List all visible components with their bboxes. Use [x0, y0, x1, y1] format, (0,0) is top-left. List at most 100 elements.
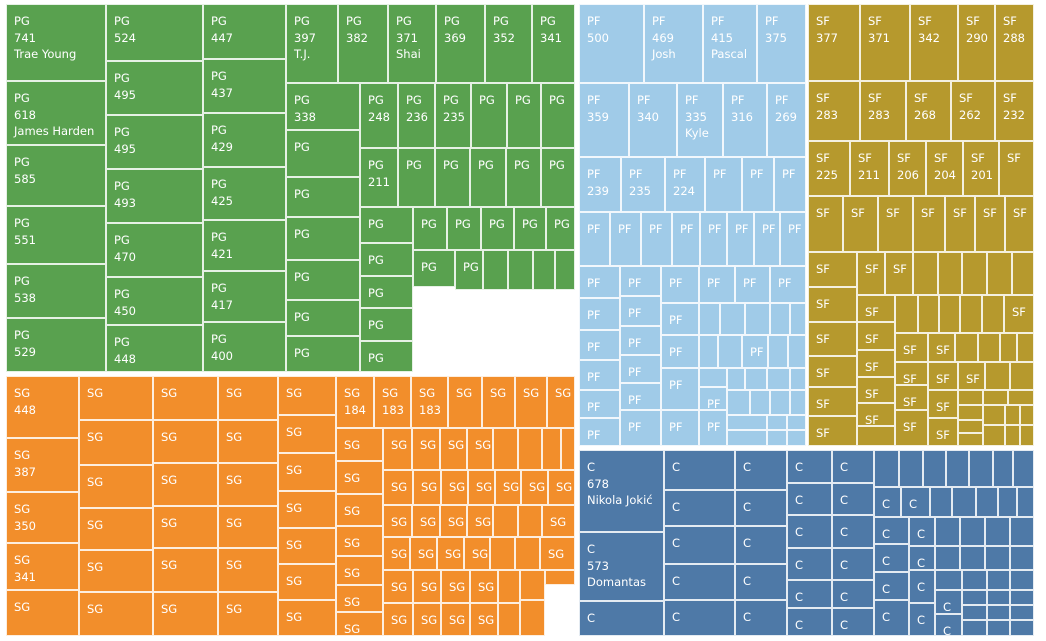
treemap-cell-pg[interactable] [483, 250, 508, 290]
treemap-cell-sf[interactable]: SF [913, 196, 945, 252]
treemap-cell-pf[interactable]: PF 415 Pascal [703, 4, 757, 83]
treemap-cell-sg[interactable]: SG [412, 505, 440, 537]
treemap-cell-sg[interactable]: SG [468, 470, 495, 505]
treemap-cell-sg[interactable]: SG [495, 470, 521, 505]
treemap-cell-sg[interactable]: SG [278, 376, 336, 415]
treemap-cell-c[interactable]: C [874, 600, 909, 636]
treemap-cell-sf[interactable]: SF [808, 356, 857, 387]
treemap-cell-sf[interactable] [895, 295, 918, 333]
treemap-cell-sf[interactable] [1020, 405, 1034, 425]
treemap-cell-sg[interactable]: SG [437, 537, 464, 570]
treemap-cell-c[interactable] [987, 570, 1010, 590]
treemap-cell-pg[interactable]: PG 450 [106, 277, 203, 325]
treemap-cell-pg[interactable]: PG 618 James Harden [6, 81, 106, 145]
treemap-cell-sg[interactable]: SG [278, 453, 336, 491]
treemap-cell-c[interactable]: C 678 Nikola Jokić [579, 450, 664, 532]
treemap-cell-sf[interactable]: SF [878, 196, 913, 252]
treemap-cell-sf[interactable] [960, 295, 982, 333]
treemap-cell-sf[interactable] [918, 295, 939, 333]
treemap-cell-sf[interactable]: SF 377 [808, 4, 860, 81]
treemap-cell-sg[interactable]: SG [464, 537, 490, 570]
treemap-cell-sg[interactable]: SG [482, 376, 515, 428]
treemap-cell-pf[interactable]: PF 269 [767, 83, 806, 157]
treemap-cell-sg[interactable] [498, 603, 520, 636]
treemap-cell-pg[interactable]: PG [507, 83, 541, 148]
treemap-cell-c[interactable] [1010, 620, 1034, 636]
treemap-cell-c[interactable] [987, 620, 1010, 636]
treemap-cell-sg[interactable]: SG 341 [6, 543, 79, 590]
treemap-cell-c[interactable]: C [664, 564, 735, 600]
treemap-cell-pf[interactable] [767, 415, 787, 430]
treemap-cell-sg[interactable]: SG [79, 376, 153, 420]
treemap-cell-pf[interactable]: PF [579, 266, 620, 298]
treemap-cell-pf[interactable] [767, 430, 787, 446]
treemap-cell-pg[interactable]: PG [398, 148, 435, 207]
treemap-cell-sf[interactable] [987, 252, 1012, 295]
treemap-cell-c[interactable]: C [935, 614, 962, 636]
treemap-cell-sg[interactable]: SG [278, 600, 336, 636]
treemap-cell-pg[interactable]: PG 447 [203, 4, 286, 59]
treemap-cell-pg[interactable]: PG 448 [106, 325, 203, 372]
treemap-cell-sg[interactable]: SG 448 [6, 376, 79, 438]
treemap-cell-c[interactable]: C [874, 517, 909, 544]
treemap-cell-sg[interactable] [561, 428, 575, 470]
treemap-cell-sf[interactable]: SF 225 [808, 141, 850, 196]
treemap-cell-sg[interactable]: SG [383, 505, 412, 537]
treemap-cell-sf[interactable] [958, 420, 983, 433]
treemap-cell-pf[interactable] [718, 335, 742, 368]
treemap-cell-sg[interactable] [545, 570, 575, 585]
treemap-cell-pg[interactable]: PG [541, 148, 575, 207]
treemap-cell-sf[interactable]: SF 290 [958, 4, 995, 81]
treemap-cell-c[interactable]: C [874, 487, 901, 517]
treemap-cell-sg[interactable]: SG [79, 465, 153, 508]
treemap-cell-c[interactable] [899, 450, 923, 487]
treemap-cell-sg[interactable] [542, 428, 561, 470]
treemap-cell-pg[interactable]: PG 417 [203, 271, 286, 322]
treemap-cell-pg[interactable]: PG 236 [398, 83, 435, 148]
treemap-cell-sg[interactable]: SG [412, 428, 440, 470]
treemap-cell-sf[interactable]: SF 268 [906, 81, 951, 141]
treemap-cell-pf[interactable]: PF [620, 383, 661, 410]
treemap-cell-sf[interactable] [983, 390, 1008, 405]
treemap-cell-sf[interactable]: SF 211 [850, 141, 889, 196]
treemap-cell-sg[interactable]: SG [410, 537, 437, 570]
treemap-cell-pg[interactable]: PG [435, 148, 470, 207]
treemap-cell-pf[interactable]: PF 500 [579, 4, 644, 83]
treemap-cell-sg[interactable]: SG [336, 585, 383, 612]
treemap-cell-pf[interactable]: PF [661, 410, 699, 446]
treemap-cell-pf[interactable] [750, 390, 770, 415]
treemap-cell-pf[interactable]: PF [579, 360, 620, 390]
treemap-cell-sg[interactable] [520, 600, 545, 636]
treemap-cell-pf[interactable]: PF [661, 335, 699, 368]
treemap-cell-sg[interactable]: SG 183 [411, 376, 448, 428]
treemap-cell-sg[interactable] [515, 537, 540, 570]
treemap-cell-pf[interactable]: PF [742, 335, 768, 368]
treemap-cell-pf[interactable]: PF 316 [723, 83, 767, 157]
treemap-cell-pg[interactable]: PG [286, 300, 360, 336]
treemap-cell-sg[interactable] [520, 570, 545, 600]
treemap-cell-sg[interactable]: SG 184 [336, 376, 374, 428]
treemap-cell-sf[interactable] [857, 426, 895, 446]
treemap-cell-sg[interactable]: SG [440, 505, 467, 537]
treemap-cell-sg[interactable]: SG 387 [6, 438, 79, 492]
treemap-cell-sg[interactable]: SG [218, 420, 278, 463]
treemap-cell-sg[interactable]: SG [153, 463, 218, 506]
treemap-cell-sf[interactable] [1008, 390, 1034, 405]
treemap-cell-pf[interactable] [790, 368, 806, 390]
treemap-cell-pg[interactable]: PG [546, 207, 575, 250]
treemap-cell-sg[interactable]: SG [547, 376, 575, 428]
treemap-cell-sf[interactable]: SF [808, 322, 857, 356]
treemap-cell-sg[interactable]: SG [278, 528, 336, 564]
treemap-cell-pf[interactable]: PF [620, 296, 661, 326]
treemap-cell-sg[interactable]: SG [413, 570, 441, 603]
treemap-cell-sf[interactable]: SF [1005, 196, 1034, 252]
treemap-cell-pf[interactable]: PF [735, 266, 770, 303]
treemap-cell-pg[interactable]: PG 495 [106, 115, 203, 169]
treemap-cell-sg[interactable]: SG [6, 590, 79, 636]
treemap-cell-sf[interactable] [955, 333, 978, 362]
treemap-cell-c[interactable]: C [874, 544, 909, 572]
treemap-cell-pg[interactable]: PG 235 [435, 83, 471, 148]
treemap-cell-pg[interactable]: PG [413, 250, 455, 287]
treemap-cell-sf[interactable]: SF [895, 410, 928, 446]
treemap-cell-pg[interactable]: PG 400 [203, 322, 286, 372]
